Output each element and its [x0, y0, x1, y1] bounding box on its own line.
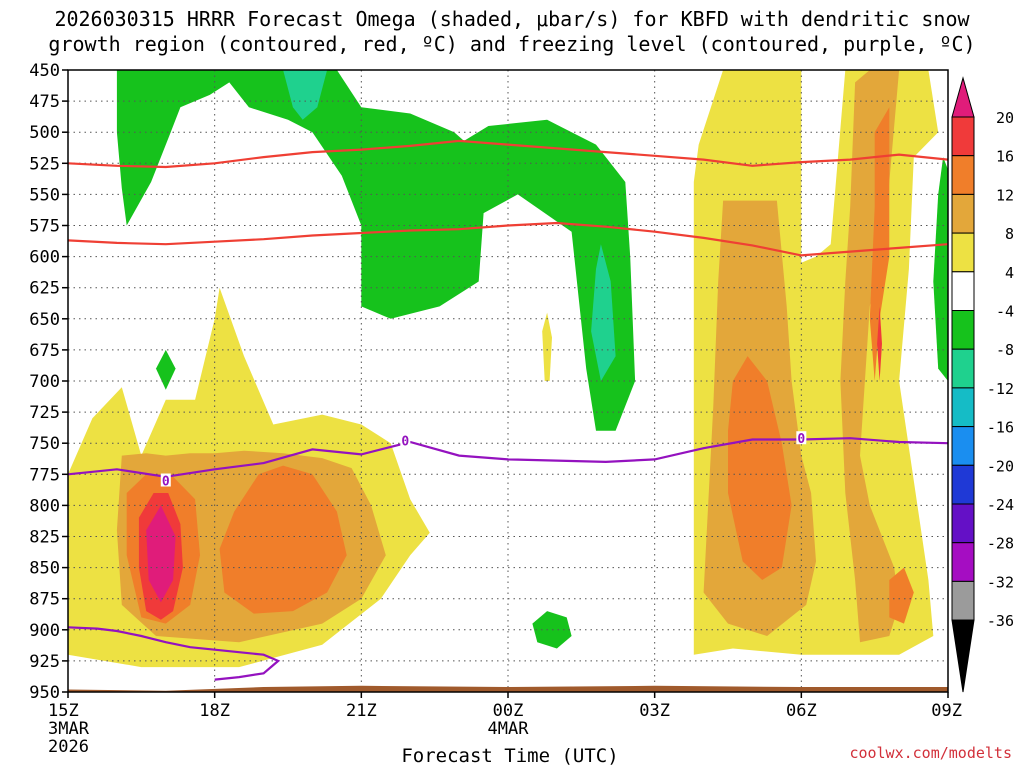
contour-label-2: 0 — [797, 432, 805, 447]
axes: 450 475 500 525 550 575 600 625 650 675 700 725 750 7… — [29, 61, 962, 757]
ground-strip — [68, 685, 948, 692]
x-year-label: 2026 — [48, 737, 89, 757]
chart-title-line-1: 2026030315 HRRR Forecast Omega (shaded, … — [54, 7, 970, 31]
colorbar-bin-5 — [951, 348, 975, 389]
colorbar-label-13: -36 — [987, 612, 1014, 630]
ascent-zone-b-12-low — [889, 567, 914, 624]
weak-ascent-small — [542, 312, 552, 381]
colorbar-bin-7 — [951, 426, 975, 466]
y-tick-label-850: 850 — [29, 559, 60, 579]
colorbar-bottom-cap — [951, 619, 975, 693]
descent-zone-west-8 — [283, 70, 328, 120]
y-tick-label-875: 875 — [29, 590, 60, 610]
colorbar: 20 16 12 8 4 -4 -8 -12 -16 -20 -24 -28 -32 -36 — [951, 76, 1014, 693]
contour-line-1 — [68, 221, 948, 257]
y-tick-label-450: 450 — [29, 61, 60, 81]
y-tick-label-900: 900 — [29, 621, 60, 641]
y-tick-label-700: 700 — [29, 372, 60, 392]
colorbar-bin-4 — [951, 310, 975, 350]
contour-label-1: 0 — [401, 435, 409, 450]
colorbar-bin-10 — [951, 542, 975, 582]
colorbar-label-0: 20 — [996, 109, 1014, 127]
x-tick-label-06Z: 06Z — [786, 701, 817, 721]
y-tick-label-925: 925 — [29, 652, 60, 672]
plot-clip-group: 0 0 0 — [68, 70, 948, 692]
contour-label-bg-1 — [400, 433, 411, 447]
colorbar-label-11: -28 — [987, 535, 1014, 553]
colorbar-label-7: -12 — [987, 380, 1014, 398]
colorbar-bin-0 — [951, 155, 975, 195]
ascent-zone-a-20 — [146, 505, 176, 603]
colorbar-label-8: -16 — [987, 419, 1014, 437]
y-tick-label-625: 625 — [29, 279, 60, 299]
x-tick-label-00Z: 00Z — [493, 701, 524, 721]
contour-label-bg-0 — [160, 473, 171, 487]
colorbar-bin-11 — [951, 580, 975, 621]
plot-area: 0 0 0 — [68, 70, 948, 692]
y-tick-label-775: 775 — [29, 465, 60, 485]
x-tick-label-03Z: 03Z — [639, 701, 670, 721]
colorbar-label-10: -24 — [987, 496, 1014, 514]
x-date-label-3MAR: 3MAR — [48, 719, 90, 739]
x-tick-label-09Z: 09Z — [931, 701, 962, 721]
colorbar-bin-top — [951, 116, 975, 157]
colorbar-top-cap — [951, 76, 975, 118]
x-date-label-4MAR: 4MAR — [488, 719, 530, 739]
colorbar-bin-8 — [951, 464, 975, 505]
colorbar-label-12: -32 — [987, 573, 1014, 591]
colorbar-bin-2 — [951, 232, 975, 273]
ascent-zone-b-12-east — [869, 107, 890, 382]
descent-zone-small — [156, 349, 176, 390]
colorbar-label-9: -20 — [987, 457, 1014, 475]
contour-line-3 — [68, 626, 281, 681]
contour-label-bg-2 — [796, 431, 807, 445]
y-tick-label-725: 725 — [29, 403, 60, 423]
y-tick-label-825: 825 — [29, 528, 60, 548]
colorbar-bin-1 — [951, 193, 975, 234]
y-tick-label-600: 600 — [29, 248, 60, 268]
contour-label-0: 0 — [162, 475, 170, 490]
y-tick-label-750: 750 — [29, 434, 60, 454]
contour-line-0 — [68, 139, 948, 169]
colorbar-label-3: 8 — [1005, 225, 1014, 243]
colorbar-label-6: -8 — [996, 341, 1014, 359]
descent-zone-mid-8 — [591, 244, 616, 381]
colorbar-label-5: -4 — [996, 303, 1014, 321]
x-axis-label: Forecast Time (UTC) — [401, 745, 618, 767]
colorbar-bin-9 — [951, 503, 975, 544]
colorbar-label-1: 16 — [996, 148, 1014, 166]
y-tick-label-675: 675 — [29, 341, 60, 361]
y-tick-label-800: 800 — [29, 496, 60, 516]
credit-text: coolwx.com/modelts — [849, 744, 1012, 762]
ascent-zone-a-12-east — [219, 465, 347, 614]
y-tick-label-950: 950 — [29, 683, 60, 703]
colorbar-label-4: 4 — [1005, 264, 1014, 282]
y-tick-label-525: 525 — [29, 154, 60, 174]
colorbar-bin-6 — [951, 387, 975, 428]
x-tick-label-18Z: 18Z — [199, 701, 230, 721]
colorbar-label-2: 12 — [996, 186, 1014, 204]
ascent-zone-b-16 — [877, 306, 882, 381]
y-tick-label-550: 550 — [29, 185, 60, 205]
y-tick-label-650: 650 — [29, 310, 60, 330]
x-tick-label-15Z: 15Z — [48, 701, 79, 721]
descent-zone-west — [116, 70, 636, 431]
chart-title-line-2: growth region (contoured, red, ºC) and f… — [48, 32, 975, 56]
y-tick-label-475: 475 — [29, 92, 60, 112]
x-tick-label-21Z: 21Z — [346, 701, 377, 721]
descent-zone-east — [933, 157, 948, 381]
colorbar-bin-3 — [951, 271, 975, 311]
y-tick-label-500: 500 — [29, 123, 60, 143]
ascent-zone-b-12 — [728, 356, 792, 580]
y-tick-label-575: 575 — [29, 217, 60, 237]
